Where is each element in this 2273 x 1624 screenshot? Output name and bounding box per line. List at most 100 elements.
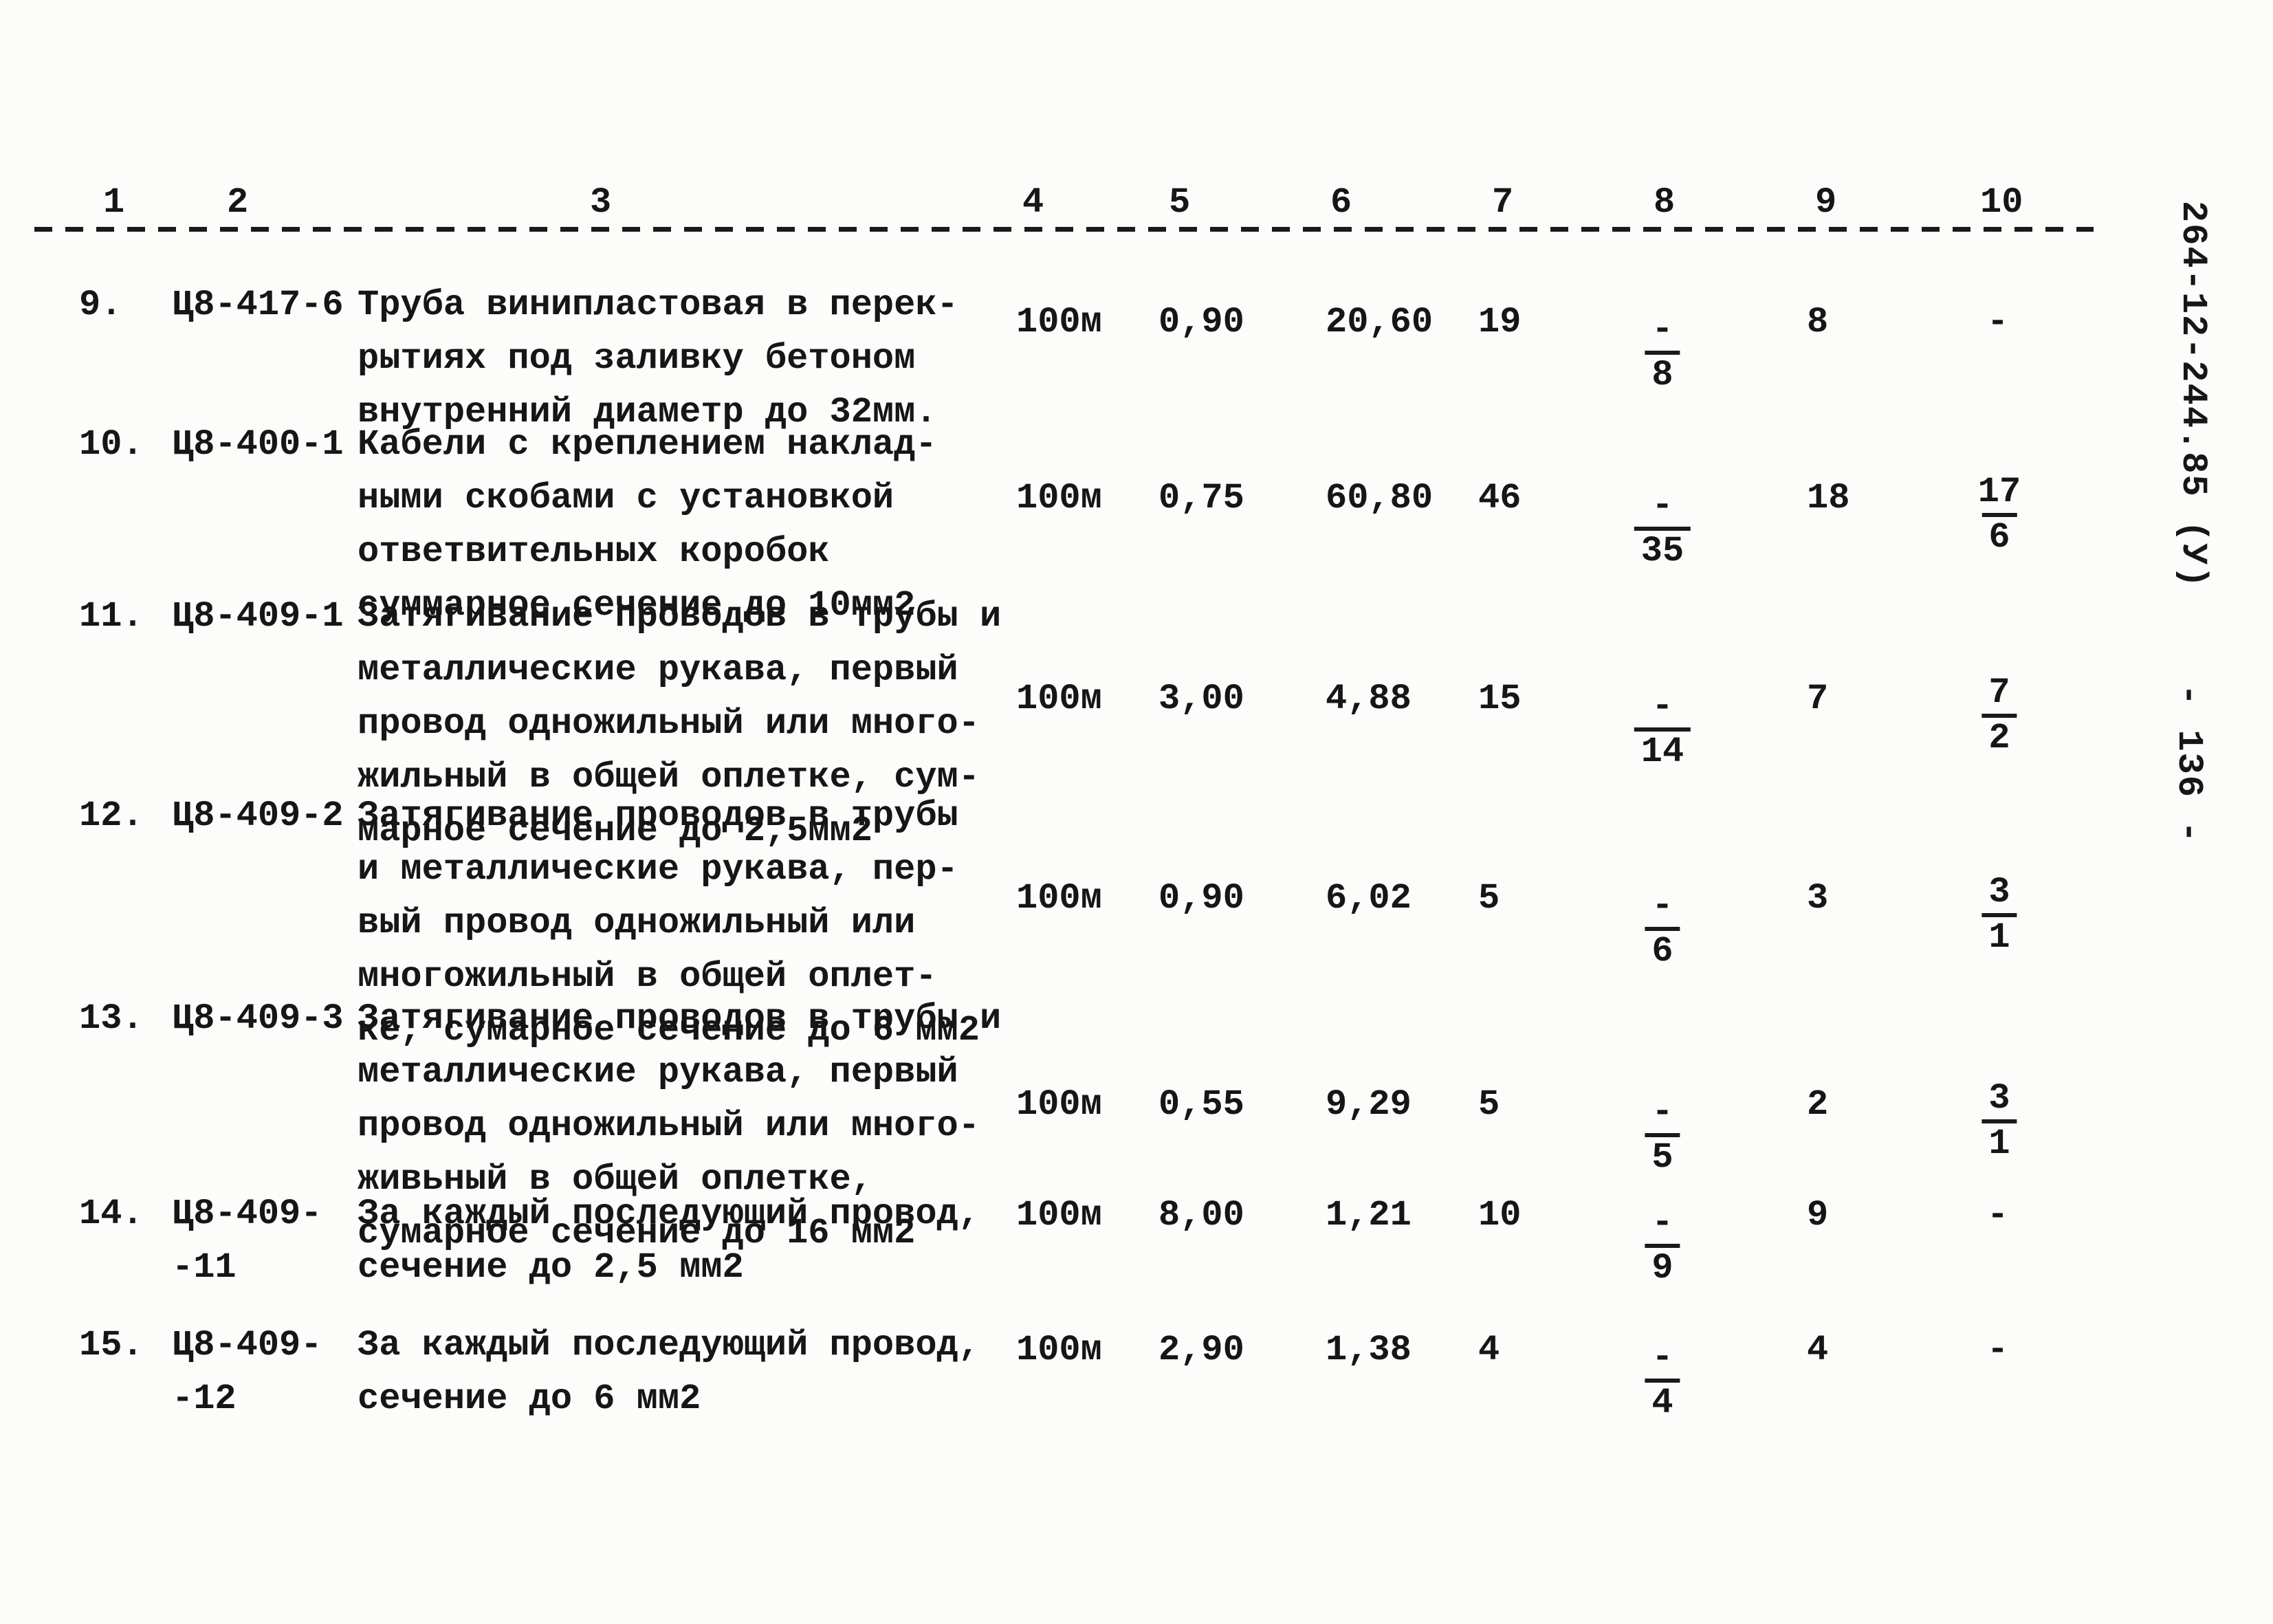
col8-fraction: -6	[1645, 886, 1680, 972]
col10-fraction-denominator: 1	[1981, 1119, 2017, 1165]
page-number-vertical: - 136 -	[2168, 684, 2209, 844]
description-line: Затягивание проводов в трубы и	[358, 596, 1002, 637]
col9-cell: 4	[1807, 1330, 1829, 1370]
column-header-8: 8	[1654, 182, 1676, 223]
row-number: 14.	[79, 1194, 144, 1234]
description-line: провод одножильный или много-	[358, 703, 980, 744]
col8-fraction-numerator: -	[1651, 309, 1673, 350]
col9-cell: 7	[1807, 679, 1829, 719]
col10-cell: -	[1987, 1195, 2009, 1236]
col10-fraction-numerator: 7	[1988, 672, 2010, 713]
column-header-2: 2	[227, 182, 249, 223]
row-number: 9.	[79, 285, 122, 325]
col7-cell: 19	[1478, 302, 1522, 342]
col5-cell: 0,90	[1159, 878, 1244, 919]
unit-cell: 100м	[1016, 1330, 1102, 1370]
col8-fraction-numerator: -	[1651, 1203, 1673, 1243]
col8-fraction-denominator: 35	[1634, 527, 1691, 572]
col9-cell: 3	[1807, 878, 1829, 919]
col7-cell: 10	[1478, 1195, 1522, 1236]
description-line: За каждый последующий провод,	[358, 1194, 980, 1234]
description-line: сумарное сечение до 16 мм2	[358, 1213, 916, 1253]
col6-cell: 4,88	[1326, 679, 1412, 719]
description-line: ными скобами с установкой	[358, 478, 894, 518]
col8-fraction: -4	[1645, 1337, 1680, 1424]
col7-cell: 5	[1478, 878, 1500, 919]
header-rule	[34, 227, 2094, 232]
description-line: вый провод одножильный или	[358, 903, 916, 943]
description-line: живьный в общей оплетке,	[358, 1159, 872, 1200]
description-line: Кабели с креплением наклад-	[358, 424, 937, 465]
description-line: рытиях под заливку бетоном	[358, 338, 916, 379]
col10-fraction-numerator: 17	[1977, 472, 2021, 512]
col10-cell: -	[1987, 1330, 2009, 1370]
col6-cell: 60,80	[1326, 478, 1434, 518]
col6-cell: 1,38	[1326, 1330, 1412, 1370]
col8-fraction-numerator: -	[1651, 886, 1673, 926]
row-number: 12.	[79, 795, 144, 836]
col10-fraction-numerator: 3	[1988, 1078, 2010, 1119]
unit-cell: 100м	[1016, 302, 1102, 342]
col5-cell: 0,75	[1159, 478, 1244, 518]
description-line: внутренний диаметр до 32мм.	[358, 392, 937, 432]
col9-cell: 18	[1807, 478, 1850, 518]
work-code-line: Ц8-409-2	[172, 795, 344, 836]
description-line: сечение до 2,5 мм2	[358, 1247, 744, 1288]
col10-fraction-denominator: 2	[1981, 714, 2017, 759]
description-line: За каждый последующий провод,	[358, 1325, 980, 1365]
description-line: металлические рукава, первый	[358, 650, 958, 690]
row-number: 11.	[79, 596, 144, 637]
column-header-7: 7	[1492, 182, 1514, 223]
column-header-10: 10	[1980, 182, 2023, 223]
unit-cell: 100м	[1016, 878, 1102, 919]
column-header-5: 5	[1169, 182, 1191, 223]
col7-cell: 5	[1478, 1084, 1500, 1125]
column-header-3: 3	[590, 182, 612, 223]
col5-cell: 0,90	[1159, 302, 1244, 342]
col8-fraction-numerator: -	[1651, 1092, 1673, 1132]
col8-fraction-denominator: 14	[1634, 727, 1691, 773]
row-number: 13.	[79, 998, 144, 1039]
col8-fraction-denominator: 6	[1645, 927, 1680, 972]
col7-cell: 4	[1478, 1330, 1500, 1370]
col9-cell: 9	[1807, 1195, 1829, 1236]
work-code-line: -11	[172, 1247, 237, 1288]
description-line: металлические рукава, первый	[358, 1052, 958, 1093]
col8-fraction-numerator: -	[1651, 686, 1673, 727]
description-line: марное сечение до 2,5мм2	[358, 811, 872, 851]
col8-fraction: -14	[1634, 686, 1691, 773]
description-line: сечение до 6 мм2	[358, 1379, 701, 1419]
col10-fraction-denominator: 6	[1981, 513, 2017, 558]
col6-cell: 1,21	[1326, 1195, 1412, 1236]
col5-cell: 0,55	[1159, 1084, 1244, 1125]
column-header-9: 9	[1815, 182, 1837, 223]
col8-fraction-denominator: 5	[1645, 1133, 1680, 1178]
work-code-line: Ц8-409-3	[172, 998, 344, 1039]
description-line: и металлические рукава, пер-	[358, 849, 958, 890]
col8-fraction-numerator: -	[1651, 1337, 1673, 1378]
work-code-line: Ц8-400-1	[172, 424, 344, 465]
work-code-line: Ц8-409-1	[172, 596, 344, 637]
description-line: Затягивание проводов в трубы	[358, 795, 958, 836]
col5-cell: 3,00	[1159, 679, 1244, 719]
col9-cell: 2	[1807, 1084, 1829, 1125]
col7-cell: 15	[1478, 679, 1522, 719]
col10-fraction-numerator: 3	[1988, 872, 2010, 912]
unit-cell: 100м	[1016, 1195, 1102, 1236]
col8-fraction-denominator: 4	[1645, 1379, 1680, 1424]
col6-cell: 6,02	[1326, 878, 1412, 919]
col8-fraction: -35	[1634, 485, 1691, 572]
work-code-line: Ц8-417-6	[172, 285, 344, 325]
col5-cell: 8,00	[1159, 1195, 1244, 1236]
description-line: Затягивание проводов в трубы и	[358, 998, 1002, 1039]
col9-cell: 8	[1807, 302, 1829, 342]
col8-fraction-numerator: -	[1651, 485, 1673, 526]
description-line: ке, сумарное сечение до 6 мм2	[358, 1010, 980, 1051]
col10-fraction-denominator: 1	[1981, 913, 2017, 958]
description-line: суммарное сечение до 10мм2	[358, 585, 916, 626]
column-header-6: 6	[1330, 182, 1352, 223]
work-code-line: Ц8-409-	[172, 1325, 322, 1365]
col7-cell: 46	[1478, 478, 1522, 518]
